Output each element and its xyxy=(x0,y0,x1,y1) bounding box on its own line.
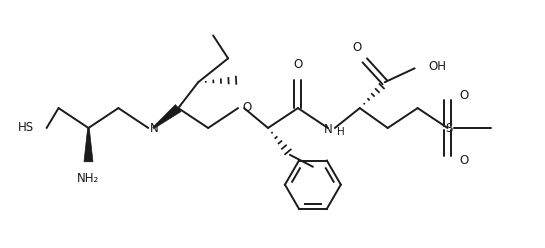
Text: OH: OH xyxy=(428,60,446,73)
Text: O: O xyxy=(293,58,302,71)
Text: O: O xyxy=(242,101,251,114)
Text: S: S xyxy=(445,123,452,135)
Text: NH₂: NH₂ xyxy=(77,172,100,185)
Text: N: N xyxy=(324,124,332,136)
Text: HS: HS xyxy=(17,122,34,134)
Polygon shape xyxy=(153,105,181,129)
Text: O: O xyxy=(352,41,361,54)
Polygon shape xyxy=(84,128,93,162)
Text: N: N xyxy=(150,123,159,135)
Text: O: O xyxy=(459,154,469,167)
Text: O: O xyxy=(459,89,469,102)
Text: H: H xyxy=(337,127,344,137)
